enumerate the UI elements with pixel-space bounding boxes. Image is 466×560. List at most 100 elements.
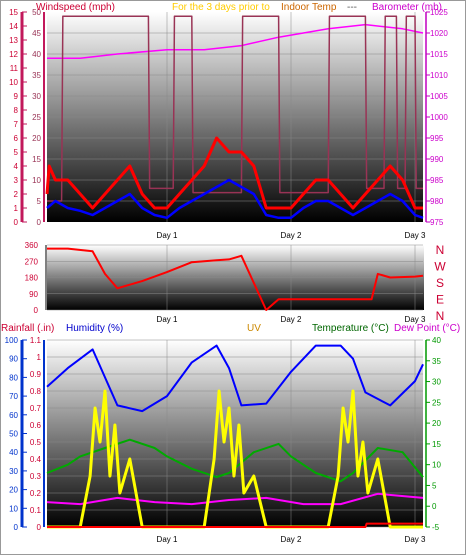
temperature-title: Temperature (°C) bbox=[312, 323, 389, 334]
wind-x-label: Day 2 bbox=[281, 231, 302, 240]
rain-x-label: Day 1 bbox=[157, 535, 178, 544]
mph-tick-label: 8 bbox=[14, 106, 19, 115]
kmh-tick-label: 30 bbox=[32, 92, 41, 101]
kmh-tick-label: 45 bbox=[32, 29, 41, 38]
rainfall-tick-label: 0.4 bbox=[30, 455, 42, 464]
rainfall-tick-label: 0.6 bbox=[30, 421, 42, 430]
wind-speed-line bbox=[46, 178, 424, 220]
rainfall-tick-label: 0.1 bbox=[30, 506, 42, 515]
rainfall-tick-label: 1 bbox=[37, 353, 42, 362]
period-title: For the 3 days prior to bbox=[172, 2, 270, 13]
temperature-line bbox=[46, 438, 424, 483]
kmh-tick-label: 0 bbox=[37, 218, 42, 227]
humidity-tick-label: 50 bbox=[9, 430, 18, 439]
mph-tick-label: 12 bbox=[9, 50, 18, 59]
direction-tick-label: 90 bbox=[29, 290, 38, 299]
wind-x-label: Day 1 bbox=[157, 231, 178, 240]
direction-x-label: Day 3 bbox=[405, 315, 426, 324]
rainfall-tick-label: 0.9 bbox=[30, 370, 42, 379]
baro-tick-label: 1000 bbox=[430, 113, 448, 122]
temperature-tick-label: 20 bbox=[432, 419, 441, 428]
baro-tick-label: 1015 bbox=[430, 50, 448, 59]
rain-plot-area bbox=[47, 340, 423, 527]
baro-tick-label: 1020 bbox=[430, 29, 448, 38]
indoor-temp-title: Indoor Temp bbox=[281, 2, 337, 13]
compass-label: N bbox=[436, 243, 445, 257]
mph-tick-label: 2 bbox=[14, 190, 19, 199]
kmh-tick-label: 35 bbox=[32, 71, 41, 80]
humidity-tick-label: 100 bbox=[5, 336, 19, 345]
humidity-tick-label: 60 bbox=[9, 411, 18, 420]
rainfall-tick-label: 0.5 bbox=[30, 438, 42, 447]
temperature-tick-label: 35 bbox=[432, 357, 441, 366]
mph-tick-label: 9 bbox=[14, 92, 19, 101]
mph-tick-label: 1 bbox=[14, 204, 19, 213]
dewpoint-line bbox=[46, 492, 424, 506]
direction-x-label: Day 2 bbox=[281, 315, 302, 324]
temperature-tick-label: 30 bbox=[432, 378, 441, 387]
compass-label: S bbox=[436, 276, 444, 290]
wind-direction-line bbox=[47, 247, 424, 311]
mph-tick-label: 0 bbox=[14, 218, 19, 227]
temperature-tick-label: 5 bbox=[432, 481, 437, 490]
compass-label: N bbox=[436, 309, 445, 323]
direction-tick-label: 360 bbox=[25, 241, 39, 250]
kmh-tick-label: 20 bbox=[32, 134, 41, 143]
uv-title: UV bbox=[247, 323, 261, 334]
humidity-tick-label: 40 bbox=[9, 448, 18, 457]
wind-x-label: Day 3 bbox=[405, 231, 426, 240]
mph-tick-label: 6 bbox=[14, 134, 19, 143]
compass-label: E bbox=[436, 293, 444, 307]
baro-tick-label: 975 bbox=[430, 218, 444, 227]
baro-tick-label: 980 bbox=[430, 197, 444, 206]
wind-gust-line bbox=[45, 136, 423, 210]
humidity-tick-label: 70 bbox=[9, 392, 18, 401]
direction-tick-label: 180 bbox=[25, 274, 39, 283]
baro-tick-label: 1005 bbox=[430, 92, 448, 101]
mph-tick-label: 7 bbox=[14, 120, 19, 129]
kmh-tick-label: 15 bbox=[32, 155, 41, 164]
barometer-line bbox=[47, 23, 424, 59]
kmh-tick-label: 10 bbox=[32, 176, 41, 185]
uv-line bbox=[47, 389, 423, 529]
dashes-title: --- bbox=[347, 2, 357, 13]
rainfall-tick-label: 0 bbox=[37, 523, 42, 532]
humidity-title: Humidity (%) bbox=[66, 323, 123, 334]
humidity-tick-label: 0 bbox=[14, 523, 19, 532]
mph-tick-label: 11 bbox=[10, 64, 19, 73]
mph-tick-label: 15 bbox=[9, 8, 18, 17]
rainfall-tick-label: 0.7 bbox=[30, 404, 42, 413]
baro-tick-label: 990 bbox=[430, 155, 444, 164]
humidity-tick-label: 30 bbox=[9, 467, 18, 476]
rain-x-label: Day 2 bbox=[281, 535, 302, 544]
mph-tick-label: 3 bbox=[14, 176, 19, 185]
rainfall-tick-label: 1.1 bbox=[30, 336, 42, 345]
baro-tick-label: 985 bbox=[430, 176, 444, 185]
temperature-tick-label: 10 bbox=[432, 461, 441, 470]
mph-tick-label: 5 bbox=[14, 148, 19, 157]
rainfall-tick-label: 0.3 bbox=[30, 472, 42, 481]
kmh-tick-label: 5 bbox=[37, 197, 42, 206]
mph-tick-label: 14 bbox=[9, 22, 18, 31]
kmh-tick-label: 40 bbox=[32, 50, 41, 59]
mph-tick-label: 10 bbox=[9, 78, 18, 87]
dewpoint-title: Dew Point (°C) bbox=[394, 323, 460, 334]
kmh-tick-label: 25 bbox=[32, 113, 41, 122]
windspeed-title: Windspeed (mph) bbox=[36, 2, 115, 13]
humidity-tick-label: 80 bbox=[9, 373, 18, 382]
direction-tick-label: 0 bbox=[34, 306, 39, 315]
temperature-tick-label: 25 bbox=[432, 398, 441, 407]
baro-tick-label: 1010 bbox=[430, 71, 448, 80]
rainfall-tick-label: 0.2 bbox=[30, 489, 42, 498]
rainfall-tick-label: 0.8 bbox=[30, 387, 42, 396]
humidity-tick-label: 90 bbox=[9, 355, 18, 364]
temperature-tick-label: 15 bbox=[432, 440, 441, 449]
rainfall-title: Rainfall (.in) bbox=[1, 323, 54, 334]
mph-tick-label: 4 bbox=[14, 162, 19, 171]
direction-tick-label: 270 bbox=[25, 257, 39, 266]
barometer-title: Barometer (mb) bbox=[372, 2, 442, 13]
mph-tick-label: 13 bbox=[9, 36, 18, 45]
humidity-tick-label: 10 bbox=[9, 504, 18, 513]
